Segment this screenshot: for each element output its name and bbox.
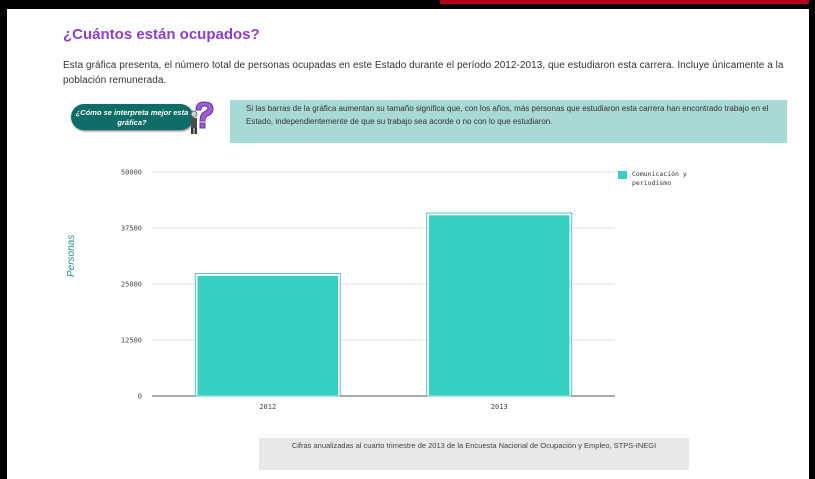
right-border xyxy=(809,0,815,479)
intro-paragraph: Esta gráfica presenta, el número total d… xyxy=(63,60,784,86)
bar-2012[interactable] xyxy=(196,274,340,397)
top-strip xyxy=(0,0,815,9)
legend-label: Comunicación y periodismo xyxy=(632,170,687,187)
x-tick-label: 2013 xyxy=(491,403,508,411)
page-title: ¿Cuántos están ocupados? xyxy=(63,26,260,43)
top-accent-bar xyxy=(440,0,815,4)
source-note: Cifras anualizadas al cuarto trimestre d… xyxy=(259,438,689,470)
y-tick-label: 12500 xyxy=(121,337,142,345)
x-tick-label: 2012 xyxy=(259,403,276,411)
bar-outline-2013 xyxy=(426,212,573,397)
y-tick-label: 50000 xyxy=(121,169,142,177)
bar-2013[interactable] xyxy=(427,213,571,397)
y-axis-label: Personas xyxy=(66,234,77,277)
help-text: ¿Cómo se interpreta mejor esta gráfica? xyxy=(75,108,189,127)
interpretation-help-button[interactable]: ¿Cómo se interpreta mejor esta gráfica? xyxy=(71,100,216,134)
info-text: Si las barras de la gráfica aumentan su … xyxy=(246,104,769,126)
bar-outline-2012 xyxy=(194,273,341,397)
help-pill: ¿Cómo se interpreta mejor esta gráfica? xyxy=(71,104,193,130)
y-tick-label: 37500 xyxy=(121,225,142,233)
page-content: ¿Cuántos están ocupados? Esta gráfica pr… xyxy=(7,9,815,479)
chart-svg: 50000 37500 25000 12500 0 2012 2013 xyxy=(121,169,615,411)
y-tick-label: 25000 xyxy=(121,281,142,289)
interpretation-info-box: Si las barras de la gráfica aumentan su … xyxy=(230,100,787,143)
bar-chart: 50000 37500 25000 12500 0 2012 2013 xyxy=(47,159,767,424)
legend-swatch xyxy=(618,171,627,179)
question-person-icon xyxy=(190,101,214,134)
y-tick-label: 0 xyxy=(138,393,142,401)
